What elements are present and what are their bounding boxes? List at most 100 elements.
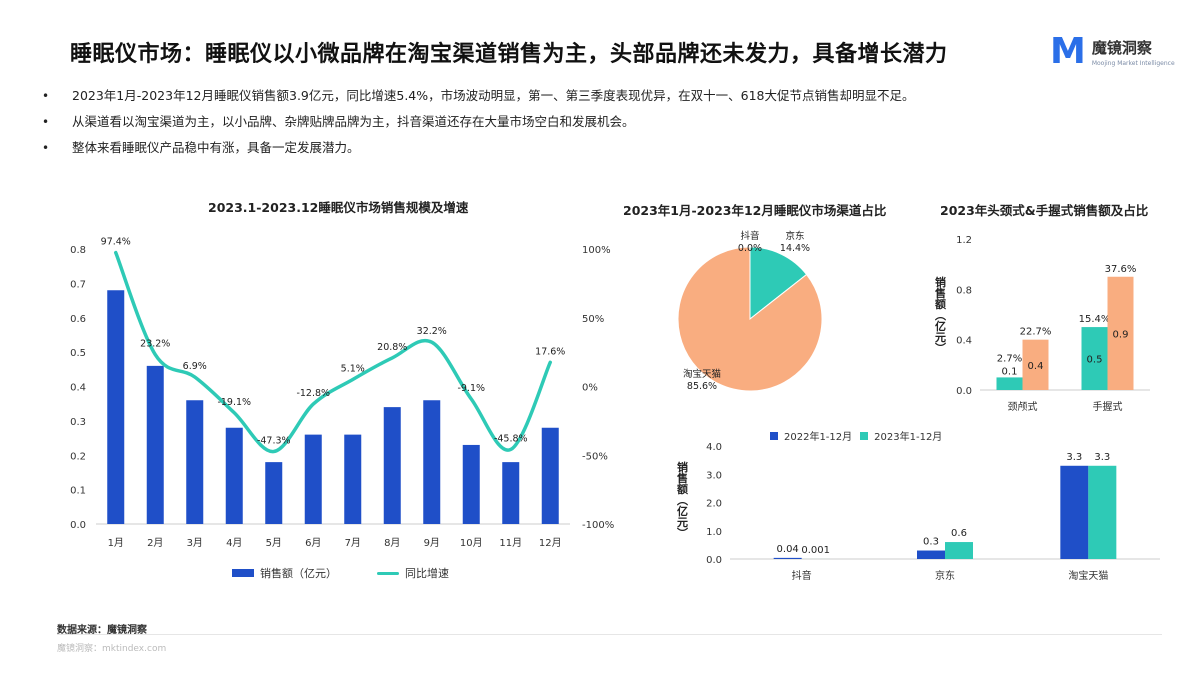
yoy-data-label: 6.9% (183, 361, 207, 372)
footer-url: 魔镜洞察：mktindex.com (57, 644, 167, 654)
type-bar (1081, 327, 1108, 390)
logo-m-icon: M (1050, 31, 1086, 72)
y-tick-label: 0.5 (70, 348, 86, 359)
bar-value-label: 0.4 (1028, 361, 1044, 372)
yoy-data-label: -47.3% (257, 436, 291, 447)
y-tick-label: 3.0 (706, 470, 722, 481)
page-title: 睡眠仪市场：睡眠仪以小微品牌在淘宝渠道销售为主，头部品牌还未发力，具备增长潜力 (70, 42, 948, 67)
legend-sales-label: 销售额（亿元） (260, 567, 337, 580)
y-tick-label: 0.4 (70, 383, 86, 394)
y-tick-label: 0.1 (70, 486, 86, 497)
summary-bullets: • 2023年1月-2023年12月睡眠仪销售额3.9亿元，同比增速5.4%，市场… (42, 86, 1162, 164)
channel-bar-legend: 2022年1-12月 2023年1-12月 (770, 428, 942, 443)
y-tick-label: 0.3 (70, 417, 86, 428)
x-tick-label: 5月 (266, 537, 282, 549)
x-tick-label: 颈颅式 (1008, 400, 1038, 413)
yoy-data-label: 97.4% (101, 237, 131, 248)
legend-2023-label: 2023年1-12月 (874, 432, 943, 443)
bullet-dot-icon: • (42, 89, 50, 103)
y-tick-label: 0.4 (956, 336, 972, 347)
y-axis-label: 销售额（亿元） (676, 460, 690, 538)
sales-bar (383, 407, 401, 524)
bullet-text: 整体来看睡眠仪产品稳中有涨，具备一定发展潜力。 (72, 140, 360, 155)
bullet-item: • 从渠道看以淘宝渠道为主，以小品牌、杂牌贴牌品牌为主，抖音渠道还存在大量市场空白… (42, 112, 1162, 138)
yoy-data-label: 32.2% (417, 326, 447, 337)
y-tick-label: 1.2 (956, 235, 972, 246)
y-tick-label: 0.6 (70, 314, 86, 325)
x-tick-label: 8月 (384, 537, 400, 549)
y-tick-label: 0.8 (70, 245, 86, 256)
bar-value-label: 0.1 (1002, 366, 1018, 377)
sales-bar (225, 427, 243, 524)
x-tick-label: 1月 (108, 537, 124, 549)
legend-2022-label: 2022年1-12月 (784, 432, 853, 443)
y2-tick-label: 0% (582, 383, 598, 394)
pie-name-label: 抖音 (740, 230, 759, 242)
sales-bar (146, 365, 164, 524)
bar-value-label: 0.6 (951, 528, 967, 539)
bar-value-label: 0.5 (1087, 355, 1103, 366)
bar-value-label: 0.04 (777, 544, 799, 555)
channel-bar (917, 550, 945, 559)
sales-bar (502, 462, 520, 524)
brand-logo: M 魔镜洞察 Moojing Market Intelligence (1050, 34, 1175, 70)
y-tick-label: 2.0 (706, 499, 722, 510)
yoy-data-label: -19.1% (217, 397, 251, 408)
y-tick-label: 0.0 (956, 386, 972, 397)
channel-bar (1060, 465, 1089, 559)
pie-value-label: 0.0% (738, 243, 762, 254)
x-tick-label: 4月 (226, 537, 242, 549)
yoy-data-label: -12.8% (296, 388, 330, 399)
pie-name-label: 京东 (785, 230, 804, 242)
legend-2022-swatch-icon (770, 431, 778, 440)
y-tick-label: 0.8 (956, 285, 972, 296)
bar-value-label: 0.9 (1113, 329, 1129, 340)
legend-bar-swatch-icon (232, 569, 254, 577)
channel-bar (773, 557, 802, 559)
y-tick-label: 0.0 (70, 520, 86, 531)
sales-bar (423, 400, 441, 524)
type-bar (1107, 276, 1134, 390)
y-tick-label: 0.0 (706, 555, 722, 566)
sales-bar (304, 434, 322, 524)
type-bar (1022, 339, 1049, 390)
legend-2023-swatch-icon (860, 431, 869, 440)
y-tick-label: 0.7 (70, 279, 86, 290)
yoy-data-label: 17.6% (535, 346, 565, 357)
pie-slice-3 (677, 246, 823, 392)
bar-share-label: 37.6% (1105, 264, 1137, 275)
bar-share-label: 15.4% (1079, 314, 1111, 325)
pie-name-label: 淘宝天猫 (683, 368, 721, 380)
sales-bar (344, 434, 362, 524)
sales-bar (186, 400, 204, 524)
y-axis-label: 销售额（亿元） (934, 275, 948, 353)
x-tick-label: 淘宝天猫 (1068, 569, 1108, 582)
x-tick-label: 京东 (935, 569, 955, 582)
yoy-data-label: 23.2% (140, 339, 170, 350)
x-tick-label: 12月 (539, 537, 562, 549)
yoy-data-label: -45.8% (494, 433, 528, 444)
y-tick-label: 4.0 (706, 442, 722, 453)
bar-value-label: 3.3 (1094, 452, 1110, 463)
sales-bar (541, 427, 559, 524)
logo-name: 魔镜洞察 (1091, 39, 1152, 57)
bar-value-label: 0.3 (923, 537, 939, 548)
y-tick-label: 1.0 (706, 527, 722, 538)
bullet-dot-icon: • (42, 141, 50, 155)
y-tick-label: 0.2 (70, 451, 86, 462)
x-tick-label: 9月 (424, 537, 440, 549)
bar-value-label: 3.3 (1066, 452, 1082, 463)
bullet-dot-icon: • (42, 115, 50, 129)
yoy-data-label: 20.8% (377, 342, 407, 353)
y2-tick-label: 100% (582, 245, 611, 256)
y2-tick-label: -50% (582, 451, 608, 462)
bar-share-label: 2.7% (997, 353, 1022, 364)
pie-slice-1 (749, 246, 808, 321)
sales-bar (107, 290, 125, 524)
legend-yoy-label: 同比增速 (405, 567, 449, 580)
x-tick-label: 抖音 (792, 569, 812, 582)
yoy-data-label: -9.1% (457, 383, 485, 394)
x-tick-label: 10月 (460, 537, 483, 549)
bar-value-label: 0.001 (801, 545, 830, 556)
